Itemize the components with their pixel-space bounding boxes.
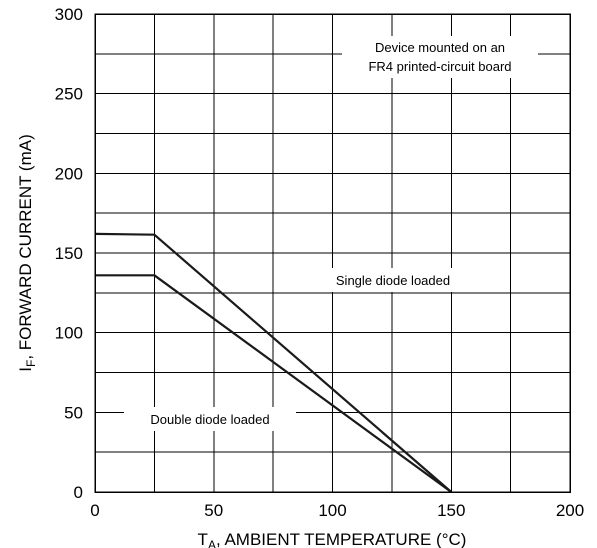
x-tick-label-0: 0 [90, 501, 99, 520]
x-tick-label-100: 100 [318, 501, 346, 520]
y-tick-label-250: 250 [55, 85, 83, 104]
single-diode-label-bg [310, 268, 476, 292]
plot-frame [94, 13, 571, 493]
series-line-single-diode [94, 232, 452, 493]
y-tick-label-300: 300 [55, 5, 83, 24]
single-diode-annotation: Single diode loaded [310, 268, 476, 292]
x-tick-label-200: 200 [556, 501, 584, 520]
y-axis-title: IF, FORWARD CURRENT (mA) [16, 134, 38, 371]
double-diode-label: Double diode loaded [150, 412, 269, 427]
x-axis-title: TA, AMBIENT TEMPERATURE (°C) [198, 530, 467, 548]
y-tick-label-100: 100 [55, 324, 83, 343]
x-tick-labels: 0 50 100 150 200 [90, 501, 584, 520]
series-line-double-diode [95, 274, 452, 493]
y-tick-labels: 0 50 100 150 200 250 300 [55, 5, 83, 502]
note-annotation: Device mounted on an FR4 printed-circuit… [342, 36, 538, 78]
note-line-1: Device mounted on an [375, 40, 505, 55]
x-axis-title-sub: A [208, 538, 216, 548]
y-axis-title-main: I [16, 367, 35, 372]
x-axis-title-rest: , AMBIENT TEMPERATURE (°C) [216, 530, 467, 548]
y-axis-title-rest: , FORWARD CURRENT (mA) [16, 134, 35, 359]
y-axis-title-sub: F [24, 360, 38, 367]
x-tick-label-50: 50 [204, 501, 223, 520]
y-tick-label-200: 200 [55, 164, 83, 183]
grid-lines [95, 14, 570, 492]
single-diode-label: Single diode loaded [336, 273, 450, 288]
double-diode-label-bg [124, 407, 296, 431]
y-tick-label-50: 50 [64, 403, 83, 422]
x-tick-label-150: 150 [437, 501, 465, 520]
note-line-2: FR4 printed-circuit board [368, 59, 511, 74]
x-axis-title-main: T [198, 530, 208, 548]
note-annotation-bg [342, 36, 538, 78]
series-lines [94, 232, 452, 493]
y-tick-label-0: 0 [74, 483, 83, 502]
y-tick-label-150: 150 [55, 244, 83, 263]
double-diode-annotation: Double diode loaded [124, 407, 296, 431]
